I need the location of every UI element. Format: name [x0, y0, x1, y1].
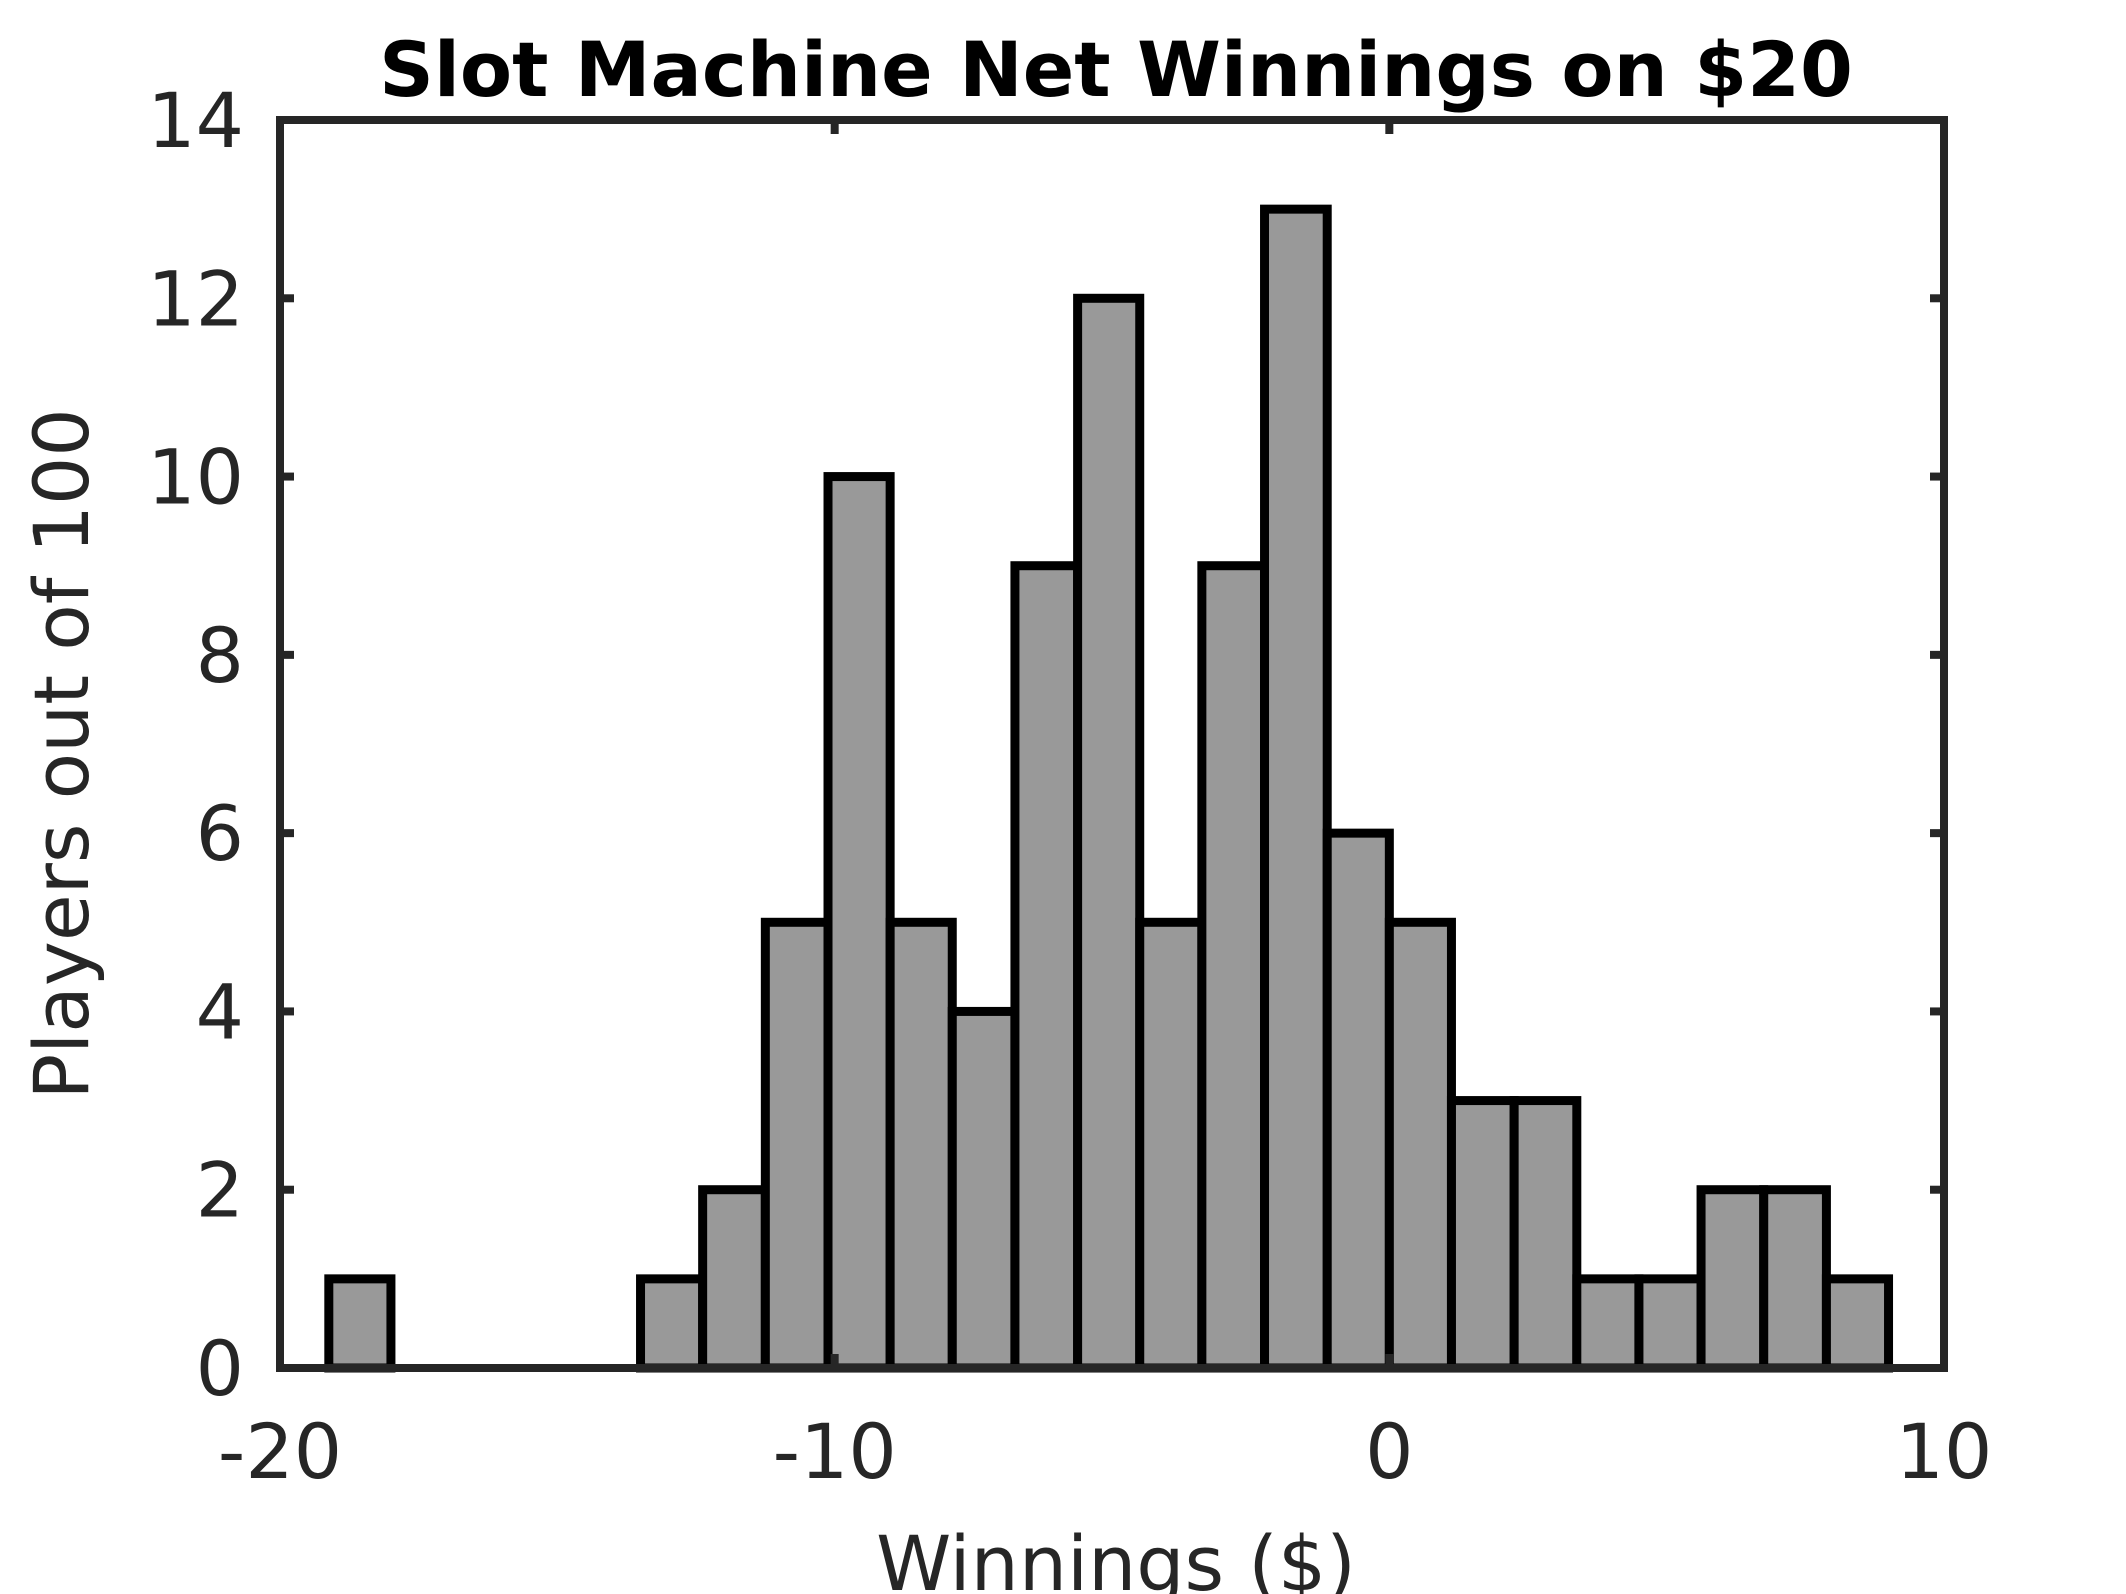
histogram-bar-5 — [885, 917, 957, 1373]
histogram-bar-16 — [1572, 1274, 1644, 1373]
histogram-bar-7 — [1010, 561, 1083, 1373]
histogram-bar-19 — [1759, 1185, 1831, 1373]
x-axis-label: Winnings ($) — [876, 1519, 1356, 1594]
x-tick-label: -20 — [218, 1407, 342, 1496]
histogram-bar-15 — [1509, 1096, 1582, 1373]
y-tick-label: 6 — [196, 789, 244, 878]
histogram-bar-17 — [1634, 1274, 1706, 1373]
histogram-bar-10 — [1197, 561, 1270, 1373]
x-tick-labels: -20 -10 0 10 — [218, 1407, 1992, 1496]
bars-layer — [324, 204, 1894, 1373]
y-axis-label: Players out of 100 — [17, 408, 106, 1099]
y-tick-labels: 0 2 4 6 8 10 12 14 — [147, 76, 244, 1413]
histogram-bar-1 — [636, 1274, 708, 1373]
histogram-bar-20 — [1821, 1274, 1894, 1373]
axes-box — [276, 116, 1948, 1372]
x-tick-label: -10 — [773, 1407, 897, 1496]
histogram-bar-9 — [1135, 917, 1207, 1373]
y-tick-label: 4 — [196, 967, 244, 1056]
y-tick-label: 0 — [196, 1324, 244, 1413]
histogram-bar-6 — [947, 1006, 1020, 1373]
histogram-bar-4 — [823, 472, 895, 1373]
x-tick-label: 10 — [1896, 1407, 1993, 1496]
y-tick-label: 12 — [147, 254, 244, 343]
histogram-bar-13 — [1384, 917, 1456, 1373]
histogram-bar-0 — [324, 1274, 396, 1373]
y-tick-label: 14 — [147, 76, 244, 165]
y-tick-label: 2 — [196, 1146, 244, 1235]
histogram-bar-3 — [760, 917, 833, 1373]
y-tick-label: 8 — [196, 611, 244, 700]
chart-title: Slot Machine Net Winnings on $20 — [379, 25, 1853, 114]
x-tick-label: 0 — [1365, 1407, 1413, 1496]
histogram-bar-8 — [1073, 293, 1145, 1373]
histogram-bar-2 — [698, 1185, 770, 1373]
y-tick-label: 10 — [147, 433, 244, 522]
histogram-bar-14 — [1446, 1096, 1519, 1373]
histogram-bar-18 — [1696, 1185, 1769, 1373]
histogram-bar-11 — [1260, 204, 1332, 1373]
histogram-bar-12 — [1322, 828, 1394, 1373]
